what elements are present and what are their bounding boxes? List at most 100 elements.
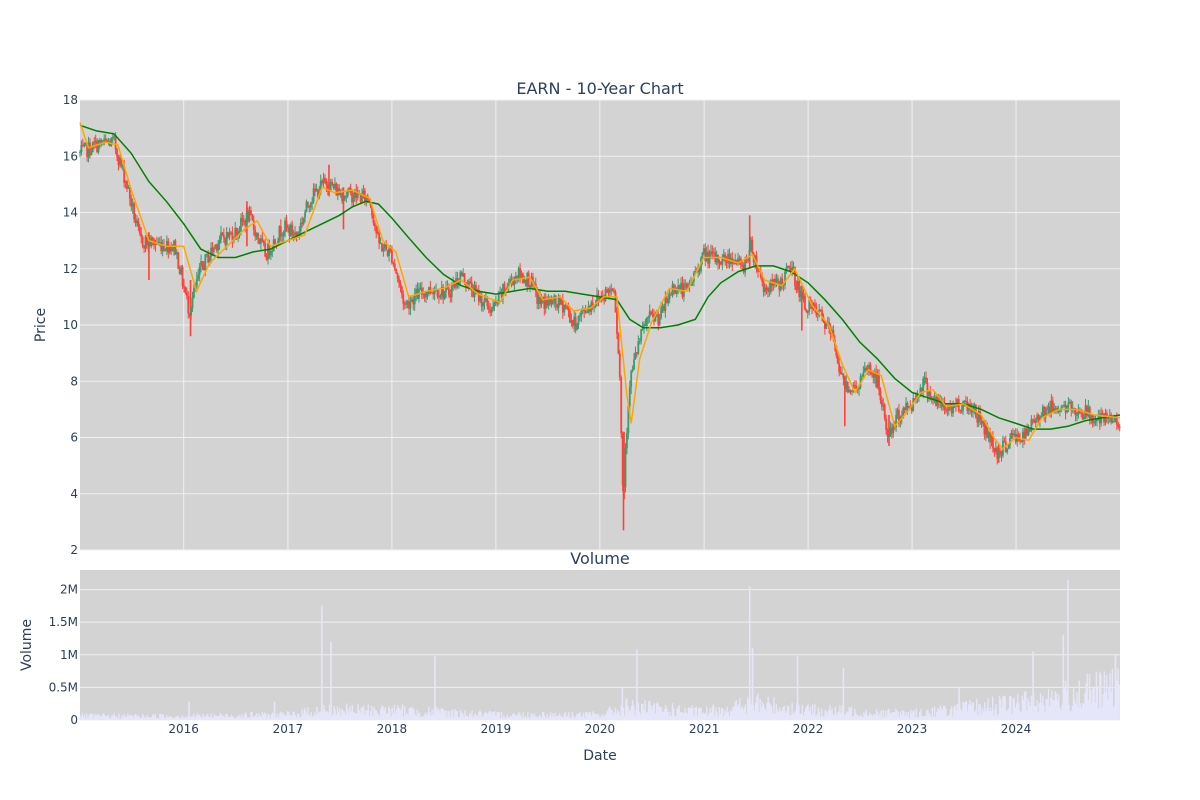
candle-body xyxy=(1114,417,1117,421)
candle-body xyxy=(173,240,175,249)
candle-body xyxy=(254,229,257,237)
volume-bar xyxy=(80,715,82,720)
volume-bar xyxy=(647,701,650,720)
volume-bar xyxy=(457,716,459,720)
volume-bar xyxy=(638,711,641,720)
volume-bar xyxy=(883,717,886,720)
volume-bar xyxy=(1011,714,1013,720)
volume-bar xyxy=(398,707,400,720)
candle-body xyxy=(738,258,741,260)
volume-bar xyxy=(1077,706,1079,720)
candle-body xyxy=(80,145,83,152)
volume-bar xyxy=(131,715,134,720)
candle-body xyxy=(725,261,728,263)
volume-bar xyxy=(250,711,252,720)
candle-body xyxy=(339,193,342,196)
candle-body xyxy=(128,187,131,199)
volume-bar xyxy=(993,715,995,720)
volume-bar xyxy=(744,704,747,720)
volume-bar xyxy=(726,706,728,720)
volume-bar xyxy=(114,716,117,720)
volume-bar xyxy=(678,704,681,720)
candle-body xyxy=(398,278,400,283)
candle-body xyxy=(282,231,285,236)
volume-bar xyxy=(649,700,651,720)
volume-bar xyxy=(818,711,821,720)
candle-body xyxy=(93,142,96,144)
candle-body xyxy=(964,400,967,402)
candle-body xyxy=(903,407,906,410)
volume-bar xyxy=(270,714,273,720)
candle-body xyxy=(705,251,708,261)
volume-bar xyxy=(468,712,471,720)
volume-bar xyxy=(81,713,83,720)
candle-body xyxy=(724,254,727,262)
candle-body xyxy=(749,239,752,251)
candle-body xyxy=(883,404,886,419)
candle-body xyxy=(814,303,816,307)
candle-body xyxy=(436,289,439,297)
volume-bar xyxy=(573,717,576,720)
volume-bar xyxy=(825,711,828,720)
candle-body xyxy=(237,231,239,236)
candle-body xyxy=(201,261,204,266)
volume-bar xyxy=(963,703,965,720)
candle-body xyxy=(785,267,788,272)
candle-body xyxy=(99,139,101,143)
volume-bar xyxy=(897,712,899,720)
volume-bar xyxy=(930,716,932,720)
volume-bar xyxy=(729,709,732,720)
volume-bar xyxy=(490,713,493,720)
candle-body xyxy=(1043,406,1046,418)
volume-bar xyxy=(503,715,505,720)
candle-body xyxy=(1077,410,1080,415)
volume-bar xyxy=(578,713,580,720)
candle-body xyxy=(517,268,520,280)
volume-bar xyxy=(138,716,140,720)
candle-body xyxy=(304,212,306,218)
volume-bar xyxy=(102,713,104,720)
volume-bar xyxy=(598,716,601,720)
candle-body xyxy=(143,245,145,249)
volume-bar xyxy=(366,710,368,720)
volume-bar xyxy=(291,715,293,720)
volume-bar xyxy=(1100,674,1102,720)
candle-body xyxy=(836,355,839,364)
volume-bar xyxy=(283,714,285,720)
volume-bar xyxy=(801,705,804,720)
candle-body xyxy=(751,239,754,253)
volume-bar xyxy=(1084,692,1086,720)
volume-bar xyxy=(426,713,429,720)
candle-body xyxy=(389,248,392,251)
candle-body xyxy=(947,405,950,412)
volume-bar xyxy=(841,705,843,720)
volume-bar xyxy=(827,710,830,720)
volume-bar xyxy=(262,714,265,720)
volume-bar xyxy=(660,706,662,720)
volume-bar xyxy=(246,717,249,720)
candle-body xyxy=(875,371,878,387)
candle-body xyxy=(952,406,954,414)
volume-bar xyxy=(230,714,233,720)
candle-body xyxy=(584,311,587,313)
candle-body xyxy=(853,384,856,386)
volume-bar xyxy=(782,707,784,720)
volume-bar xyxy=(663,709,666,720)
volume-bar xyxy=(389,708,391,720)
candle-body xyxy=(1083,416,1086,420)
volume-bar-spike xyxy=(434,656,436,720)
volume-bar xyxy=(1039,693,1042,720)
volume-bar xyxy=(1035,706,1037,720)
candle-body xyxy=(146,236,148,246)
volume-bar xyxy=(263,712,266,720)
volume-bar xyxy=(441,708,444,720)
volume-bar xyxy=(750,704,752,720)
volume-bar-spike xyxy=(330,641,332,720)
candle-body xyxy=(1115,417,1118,425)
candle-body xyxy=(334,183,336,189)
volume-bar xyxy=(198,714,201,720)
volume-bar xyxy=(991,696,994,720)
volume-bar xyxy=(707,715,709,720)
volume-bar xyxy=(113,713,115,720)
candle-body xyxy=(1000,451,1003,456)
